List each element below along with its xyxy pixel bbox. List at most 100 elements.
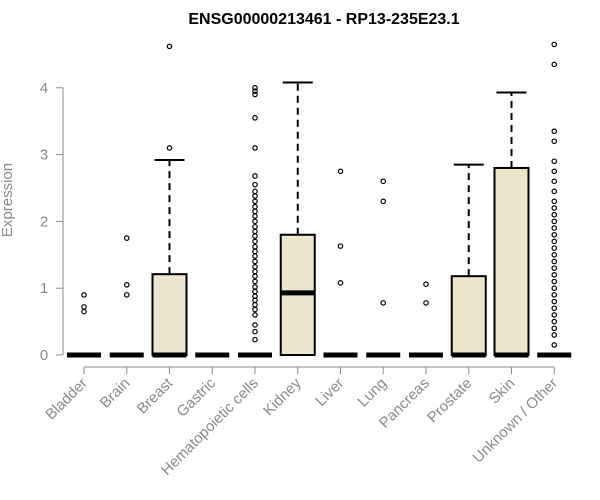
outlier-point bbox=[252, 145, 258, 151]
outlier-point bbox=[252, 253, 258, 259]
boxes-layer bbox=[67, 41, 572, 358]
y-tick-label: 0 bbox=[40, 347, 48, 364]
outlier-point bbox=[252, 91, 258, 98]
outlier-point bbox=[252, 85, 258, 91]
y-tick-label: 1 bbox=[40, 280, 48, 297]
outlier-point bbox=[252, 238, 258, 245]
outlier-point bbox=[551, 138, 558, 145]
outlier-point bbox=[252, 302, 258, 308]
box-iqr bbox=[450, 275, 487, 356]
y-axis-label: Expression bbox=[0, 163, 16, 237]
outlier-point bbox=[551, 278, 558, 285]
outlier-point bbox=[252, 188, 258, 195]
outlier-point bbox=[252, 198, 258, 205]
outlier-point bbox=[551, 332, 558, 338]
y-axis: 0 1 2 3 4 bbox=[40, 80, 64, 364]
box-lung bbox=[366, 178, 401, 358]
outlier-point bbox=[551, 205, 558, 211]
outlier-point bbox=[123, 235, 130, 241]
outlier-point bbox=[252, 213, 258, 219]
outlier-point bbox=[252, 218, 258, 225]
x-tick-label: Skin bbox=[486, 375, 519, 408]
outlier-point bbox=[252, 208, 258, 215]
outlier-point bbox=[252, 203, 258, 210]
outlier-point bbox=[551, 342, 558, 348]
box-prostate bbox=[450, 163, 487, 358]
outlier-point bbox=[551, 258, 558, 265]
outlier-point bbox=[551, 211, 558, 218]
outlier-point bbox=[81, 308, 87, 315]
outlier-point bbox=[551, 292, 558, 298]
box-iqr bbox=[151, 273, 188, 356]
outlier-point bbox=[166, 43, 173, 50]
x-tick-label: Breast bbox=[134, 374, 177, 417]
outlier-point bbox=[551, 272, 558, 278]
y-tick-label: 3 bbox=[40, 147, 48, 164]
outlier-point bbox=[252, 258, 258, 265]
outlier-point bbox=[551, 178, 558, 185]
box-liver bbox=[323, 168, 358, 358]
outlier-point bbox=[551, 298, 558, 305]
outlier-point bbox=[252, 248, 258, 255]
outlier-point bbox=[551, 325, 558, 332]
outlier-point bbox=[252, 328, 258, 335]
box-bladder bbox=[67, 292, 101, 358]
outlier-point bbox=[551, 61, 558, 68]
outlier-point bbox=[252, 306, 258, 313]
box-breast bbox=[151, 43, 188, 358]
outlier-point bbox=[81, 292, 87, 298]
x-tick-label: Kidney bbox=[260, 374, 305, 419]
outlier-point bbox=[551, 252, 558, 258]
outlier-point bbox=[380, 300, 387, 306]
box-hematopoietic-cells bbox=[238, 85, 272, 358]
chart-title: ENSG00000213461 - RP13-235E23.1 bbox=[188, 11, 459, 28]
y-tick-label: 2 bbox=[40, 213, 48, 230]
outlier-point bbox=[252, 278, 258, 285]
outlier-point bbox=[551, 168, 558, 175]
outlier-point bbox=[252, 322, 258, 328]
outlier-point bbox=[252, 264, 258, 270]
outlier-point bbox=[551, 245, 558, 251]
outlier-point bbox=[252, 88, 258, 94]
outlier-point bbox=[551, 128, 558, 135]
outlier-point bbox=[166, 145, 173, 151]
outlier-point bbox=[551, 218, 558, 225]
outlier-point bbox=[551, 198, 558, 205]
outlier-point bbox=[551, 158, 558, 165]
outlier-point bbox=[337, 243, 344, 249]
x-tick-label: Lung bbox=[354, 375, 390, 411]
outlier-point bbox=[337, 168, 344, 175]
outlier-point bbox=[337, 280, 344, 286]
outlier-point bbox=[423, 300, 429, 306]
outlier-point bbox=[380, 178, 387, 185]
outlier-point bbox=[252, 336, 258, 343]
box-skin bbox=[493, 91, 530, 358]
outlier-point bbox=[252, 115, 258, 121]
outlier-point bbox=[551, 312, 558, 318]
outlier-point bbox=[423, 281, 429, 287]
outlier-point bbox=[551, 285, 558, 292]
outlier-point bbox=[551, 41, 558, 48]
outlier-point bbox=[551, 225, 558, 231]
outlier-point bbox=[252, 284, 258, 290]
box-kidney bbox=[279, 81, 316, 356]
outlier-point bbox=[380, 198, 387, 205]
outlier-point bbox=[551, 265, 558, 271]
outlier-point bbox=[123, 282, 130, 288]
outlier-point bbox=[551, 238, 558, 245]
outlier-point bbox=[551, 188, 558, 195]
y-tick-label: 4 bbox=[40, 80, 48, 97]
outlier-point bbox=[252, 181, 258, 188]
outlier-point bbox=[252, 228, 258, 235]
outlier-point bbox=[551, 318, 558, 325]
outlier-point bbox=[123, 292, 130, 298]
box-unknown-other bbox=[537, 41, 572, 358]
outlier-point bbox=[81, 304, 87, 310]
x-tick-label: Bladder bbox=[42, 375, 91, 424]
box-pancreas bbox=[409, 281, 443, 358]
outlier-point bbox=[252, 273, 258, 279]
outlier-point bbox=[252, 233, 258, 239]
outlier-point bbox=[252, 223, 258, 230]
